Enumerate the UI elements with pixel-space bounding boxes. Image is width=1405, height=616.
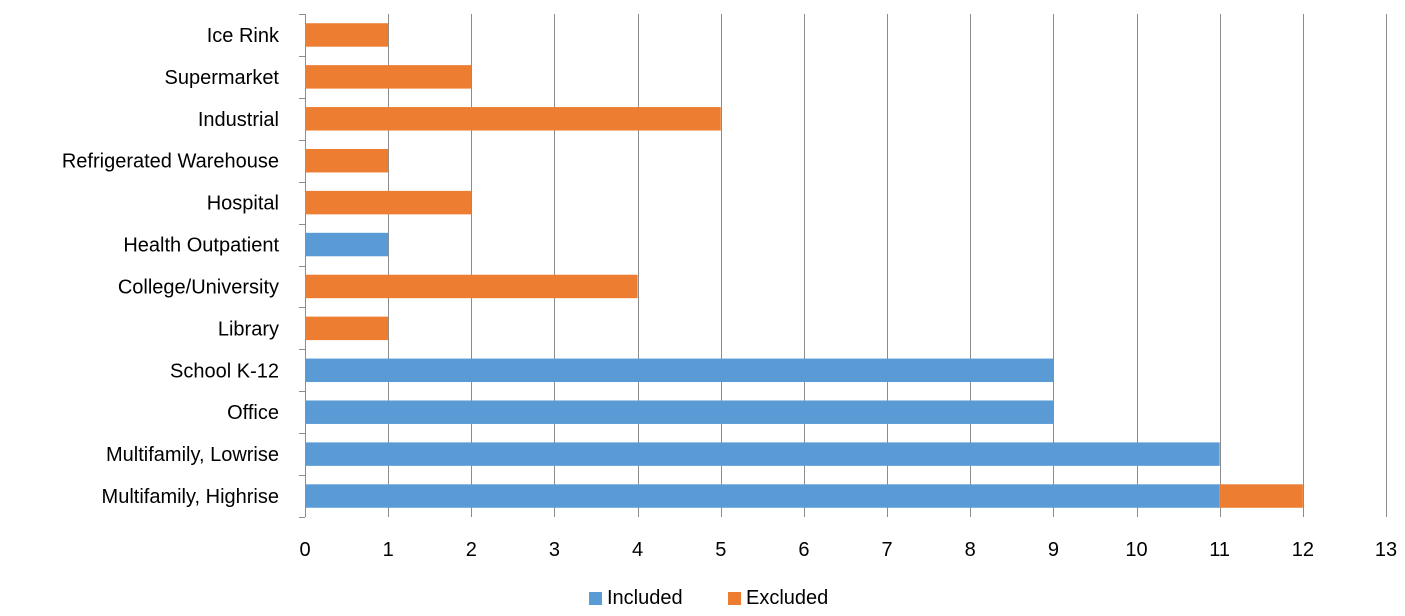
category-label: College/University	[118, 276, 279, 298]
x-tick-label: 9	[1048, 539, 1059, 561]
legend-swatch-included	[589, 592, 602, 605]
category-label: Supermarket	[165, 67, 280, 89]
bar-included-multifamily-highrise	[305, 484, 1220, 508]
bar-excluded-multifamily-highrise	[1219, 484, 1303, 508]
legend-swatch-excluded	[728, 592, 741, 605]
category-labels: Ice Rink Supermarket Industrial Refrigerate…	[62, 25, 280, 508]
x-tick-label: 10	[1125, 539, 1147, 561]
x-tick-label: 5	[715, 539, 726, 561]
bar-included-school-k-12	[305, 358, 1054, 383]
x-tick-label: 6	[798, 539, 809, 561]
category-label: Multifamily, Highrise	[102, 486, 279, 508]
category-label: Ice Rink	[207, 25, 280, 47]
bar-excluded-industrial	[305, 107, 721, 131]
x-tick-label: 13	[1375, 539, 1397, 561]
bar-excluded-library	[305, 316, 389, 341]
legend-label-excluded: Excluded	[746, 587, 828, 609]
category-label: Industrial	[198, 109, 279, 131]
x-tick-label: 0	[299, 539, 310, 561]
category-label: Library	[218, 318, 279, 340]
bar-excluded-college-university	[305, 274, 638, 299]
x-tick-label: 1	[383, 539, 394, 561]
x-tick-labels: 0 1 2 3 4 5 6 7 8 9 10 11 12 13	[299, 539, 1397, 561]
bar-excluded-supermarket	[305, 65, 472, 89]
bars	[305, 23, 1303, 508]
category-label: Multifamily, Lowrise	[106, 444, 279, 466]
x-tick-label: 3	[549, 539, 560, 561]
legend: Included Excluded	[589, 587, 828, 609]
x-tick-label: 7	[882, 539, 893, 561]
category-label: Office	[227, 402, 279, 424]
category-label: School K-12	[170, 360, 279, 382]
legend-label-included: Included	[607, 587, 683, 609]
bar-included-health-outpatient	[305, 232, 389, 257]
x-tick-label: 12	[1292, 539, 1314, 561]
x-tick-label: 4	[632, 539, 643, 561]
category-label: Health Outpatient	[123, 235, 279, 257]
gridlines	[299, 14, 1387, 518]
bar-excluded-refrigerated-warehouse	[305, 148, 389, 173]
bar-included-office	[305, 400, 1054, 424]
category-label: Hospital	[207, 193, 279, 215]
x-tick-label: 11	[1209, 539, 1230, 561]
bar-excluded-hospital	[305, 190, 472, 215]
category-label: Refrigerated Warehouse	[62, 151, 279, 173]
x-tick-label: 2	[466, 539, 477, 561]
bar-excluded-ice-rink	[305, 23, 389, 47]
bar-included-multifamily-lowrise	[305, 442, 1220, 466]
x-tick-label: 8	[965, 539, 976, 561]
